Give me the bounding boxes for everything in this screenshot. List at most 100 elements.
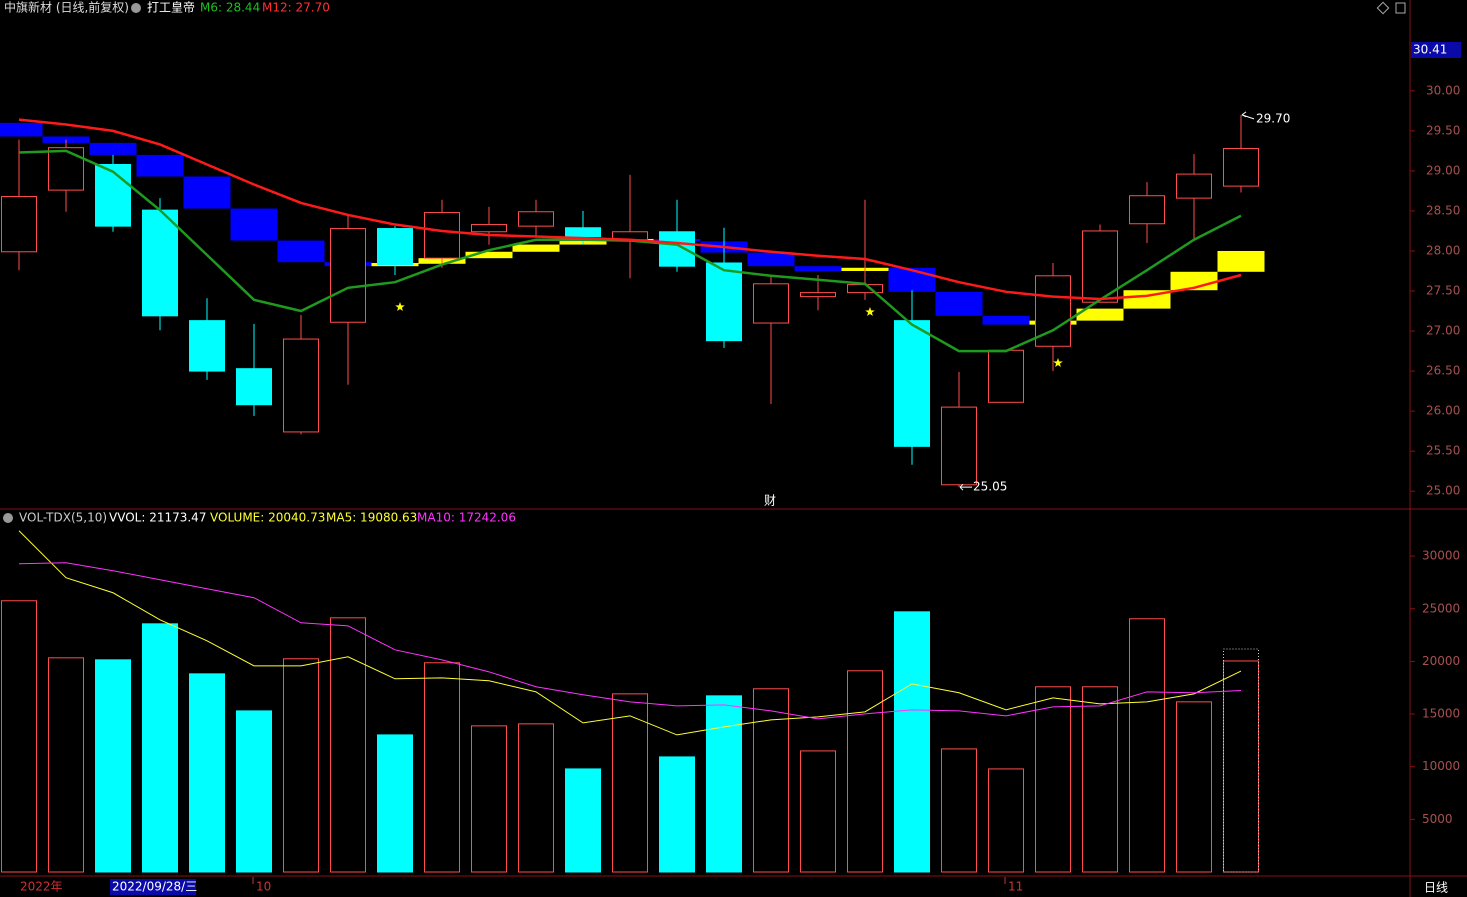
candle-body — [753, 283, 789, 324]
volume-bar — [1035, 686, 1071, 873]
y-tick-label: 25.00 — [1426, 484, 1460, 498]
signal-star — [1053, 358, 1063, 368]
y-tick-label: 27.50 — [1426, 284, 1460, 298]
x-label: 2022年 — [20, 880, 63, 894]
volume-bar — [48, 657, 84, 873]
y-tick-label: 30.00 — [1426, 83, 1460, 97]
candle-body — [1082, 230, 1118, 303]
band-block — [935, 291, 983, 316]
volume-bar — [1176, 701, 1212, 873]
candle-body — [800, 292, 836, 298]
window-icon[interactable] — [1376, 1, 1390, 15]
volume-bar — [142, 623, 178, 873]
y-tick-label: 15000 — [1422, 707, 1460, 721]
volume-bar — [330, 617, 366, 873]
dropdown-icon[interactable] — [131, 3, 141, 13]
volume-label: VOLUME: 20040.73 — [210, 511, 325, 525]
ma-line — [18, 118, 1242, 301]
y-tick-label: 29.50 — [1426, 123, 1460, 137]
volume-bar — [612, 693, 648, 873]
band-block — [512, 244, 560, 252]
min-annotation: 25.05 — [973, 480, 1007, 494]
max-annotation: 29.70 — [1256, 111, 1290, 125]
candle-body — [189, 320, 225, 372]
volume-bar — [894, 611, 930, 873]
volume-bar — [753, 688, 789, 873]
legend-m12: M12: 27.70 — [262, 1, 330, 15]
x-label: 11 — [1008, 880, 1023, 894]
band-block — [1076, 308, 1124, 321]
band-block — [1217, 250, 1265, 272]
band-block — [747, 252, 795, 267]
candle-body — [706, 262, 742, 342]
event-marker[interactable]: 财 — [764, 494, 776, 508]
y-tick-label: 5000 — [1422, 812, 1453, 826]
candle-body — [142, 209, 178, 317]
candle-body — [894, 320, 930, 447]
y-tick-label: 28.00 — [1426, 243, 1460, 257]
volume-bar — [236, 710, 272, 873]
candle-body — [847, 284, 883, 294]
y-tick-label: 27.00 — [1426, 324, 1460, 338]
vvol-label: VVOL: 21173.47 — [109, 511, 206, 525]
indicator-name: 打工皇帝 — [147, 0, 195, 15]
top-price: 30.41 — [1413, 43, 1447, 57]
candle-body — [330, 228, 366, 323]
volume-bar — [377, 734, 413, 873]
candle-body — [1, 196, 37, 253]
volume-bar — [1, 600, 37, 873]
volume-bar — [424, 662, 460, 873]
candle-body — [941, 406, 977, 486]
candle-body — [1129, 195, 1165, 225]
band-block — [136, 154, 184, 177]
max-arrow — [1241, 111, 1255, 120]
candle-body — [1035, 275, 1071, 347]
band-block — [888, 267, 936, 292]
y-tick-label: 30000 — [1422, 549, 1460, 563]
candle-body — [565, 227, 601, 238]
cursor-date-box — [110, 879, 196, 895]
band-block — [982, 315, 1030, 325]
x-label: 10 — [256, 880, 271, 894]
band-block — [465, 251, 513, 259]
band-block — [230, 208, 278, 241]
y-tick-label: 10000 — [1422, 759, 1460, 773]
volume-bar — [283, 658, 319, 873]
y-tick-label: 28.50 — [1426, 203, 1460, 217]
volume-bar — [565, 768, 601, 873]
volume-bar — [1223, 660, 1259, 873]
candle-body — [659, 231, 695, 267]
candle-body — [236, 368, 272, 406]
volume-bar — [706, 695, 742, 873]
signal-star — [865, 307, 875, 317]
candle-body — [95, 163, 131, 227]
candle-body — [1176, 173, 1212, 199]
volume-bar — [95, 659, 131, 873]
candle-body — [283, 338, 319, 433]
candle-body — [518, 211, 554, 227]
signal-star — [395, 302, 405, 312]
volume-bar — [1082, 686, 1118, 873]
band-block — [89, 142, 137, 155]
y-tick-label: 25.50 — [1426, 444, 1460, 458]
candle-body — [48, 147, 84, 191]
band-block — [277, 240, 325, 263]
candle-body — [1223, 147, 1259, 187]
ma-line — [18, 530, 1242, 736]
candle-body — [988, 349, 1024, 403]
y-tick-label: 29.00 — [1426, 163, 1460, 177]
band-block — [183, 176, 231, 209]
y-tick-label: 26.50 — [1426, 364, 1460, 378]
volume-bar — [941, 748, 977, 873]
candle-body — [377, 228, 413, 266]
band-block — [0, 122, 43, 137]
volume-bar — [518, 723, 554, 873]
candle-body — [424, 212, 460, 259]
volume-bar — [988, 768, 1024, 873]
legend-m6: M6: 28.44 — [200, 1, 260, 15]
dropdown-icon[interactable] — [3, 513, 13, 523]
window-icon[interactable] — [1395, 2, 1406, 14]
top-price-box — [1411, 42, 1461, 58]
y-tick-label: 26.00 — [1426, 404, 1460, 418]
